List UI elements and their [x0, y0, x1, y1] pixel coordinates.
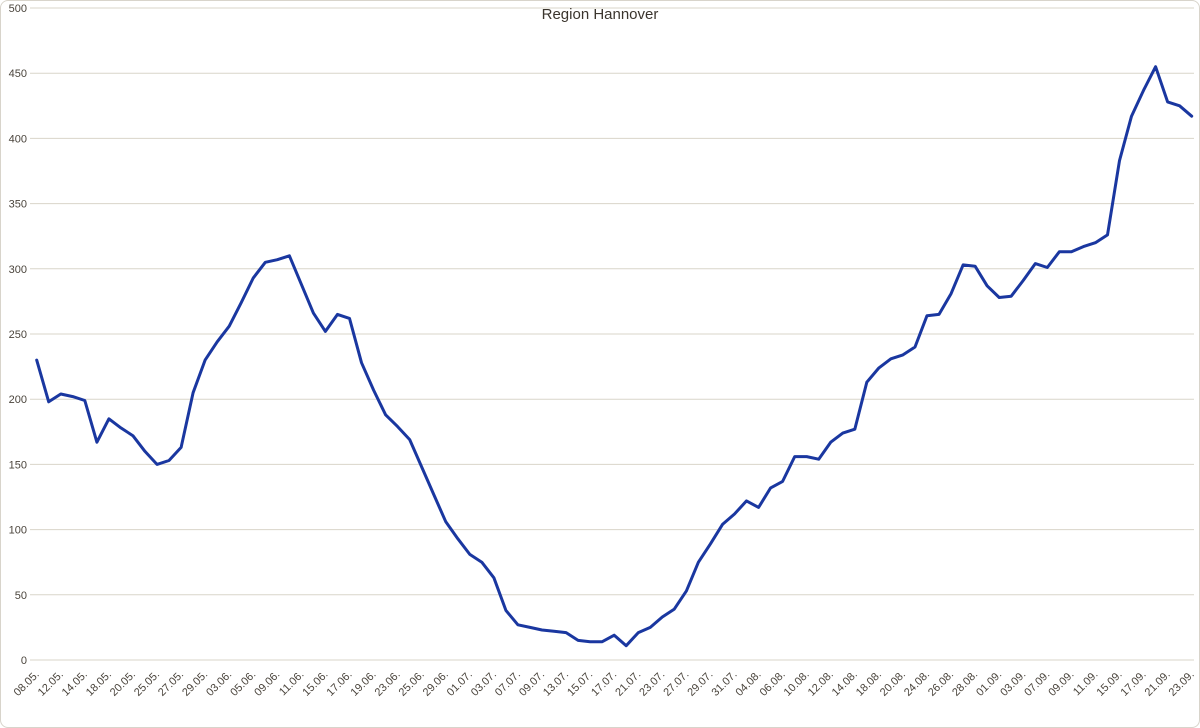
svg-text:04.08.: 04.08. [734, 669, 764, 699]
svg-text:17.06.: 17.06. [325, 669, 355, 699]
svg-text:03.06.: 03.06. [204, 669, 234, 699]
svg-text:14.08.: 14.08. [830, 669, 860, 699]
svg-text:150: 150 [9, 459, 27, 471]
svg-text:03.09.: 03.09. [998, 669, 1028, 699]
series-line [35, 65, 1194, 648]
svg-text:50: 50 [15, 590, 27, 602]
gridlines [30, 7, 1194, 661]
svg-text:07.07.: 07.07. [493, 669, 523, 699]
svg-text:27.05.: 27.05. [156, 669, 186, 699]
svg-text:11.06.: 11.06. [277, 669, 307, 699]
svg-text:400: 400 [9, 133, 27, 145]
svg-text:12.08.: 12.08. [806, 669, 836, 699]
svg-text:12.05.: 12.05. [36, 669, 66, 699]
svg-text:01.07.: 01.07. [445, 669, 475, 699]
svg-text:24.08.: 24.08. [902, 669, 932, 699]
svg-text:20.08.: 20.08. [878, 669, 908, 699]
svg-text:01.09.: 01.09. [974, 669, 1004, 699]
svg-text:17.07.: 17.07. [589, 669, 619, 699]
svg-text:25.06.: 25.06. [397, 669, 427, 699]
svg-text:27.07.: 27.07. [661, 669, 691, 699]
svg-text:08.05.: 08.05. [12, 669, 42, 699]
svg-text:500: 500 [9, 3, 27, 15]
x-axis-labels: 08.05.12.05.14.05.18.05.20.05.25.05.27.0… [12, 669, 1197, 699]
svg-text:15.07.: 15.07. [565, 669, 595, 699]
chart-title: Region Hannover [541, 6, 659, 23]
y-axis-labels: 0 50 100 150 200 250 300 350 400 450 500 [9, 3, 27, 667]
svg-text:13.07.: 13.07. [541, 669, 571, 699]
svg-text:07.09.: 07.09. [1022, 669, 1052, 699]
svg-text:28.08.: 28.08. [950, 669, 980, 699]
svg-text:15.06.: 15.06. [300, 669, 330, 699]
svg-text:200: 200 [9, 394, 27, 406]
svg-text:09.09.: 09.09. [1046, 669, 1076, 699]
svg-text:23.06.: 23.06. [373, 669, 403, 699]
svg-text:450: 450 [9, 68, 27, 80]
svg-text:0: 0 [21, 655, 27, 667]
svg-text:17.09.: 17.09. [1119, 669, 1149, 699]
svg-text:100: 100 [9, 525, 27, 537]
svg-text:19.06.: 19.06. [349, 669, 379, 699]
svg-text:350: 350 [9, 199, 27, 211]
svg-text:18.05.: 18.05. [84, 669, 114, 699]
svg-text:10.08.: 10.08. [782, 669, 812, 699]
svg-text:09.06.: 09.06. [252, 669, 282, 699]
svg-text:29.07.: 29.07. [685, 669, 715, 699]
svg-text:250: 250 [9, 329, 27, 341]
svg-text:21.09.: 21.09. [1143, 669, 1173, 699]
svg-text:25.05.: 25.05. [132, 669, 162, 699]
svg-text:20.05.: 20.05. [108, 669, 138, 699]
svg-text:23.09.: 23.09. [1167, 669, 1197, 699]
svg-text:23.07.: 23.07. [637, 669, 667, 699]
svg-text:26.08.: 26.08. [926, 669, 956, 699]
svg-text:300: 300 [9, 264, 27, 276]
svg-text:09.07.: 09.07. [517, 669, 547, 699]
svg-text:31.07.: 31.07. [710, 669, 740, 699]
svg-text:03.07.: 03.07. [469, 669, 499, 699]
svg-text:06.08.: 06.08. [758, 669, 788, 699]
svg-text:21.07.: 21.07. [613, 669, 643, 699]
svg-text:29.06.: 29.06. [421, 669, 451, 699]
svg-text:05.06.: 05.06. [228, 669, 258, 699]
svg-text:14.05.: 14.05. [60, 669, 90, 699]
svg-text:29.05.: 29.05. [180, 669, 210, 699]
svg-text:11.09.: 11.09. [1071, 669, 1101, 699]
svg-text:15.09.: 15.09. [1094, 669, 1124, 699]
svg-text:18.08.: 18.08. [854, 669, 884, 699]
